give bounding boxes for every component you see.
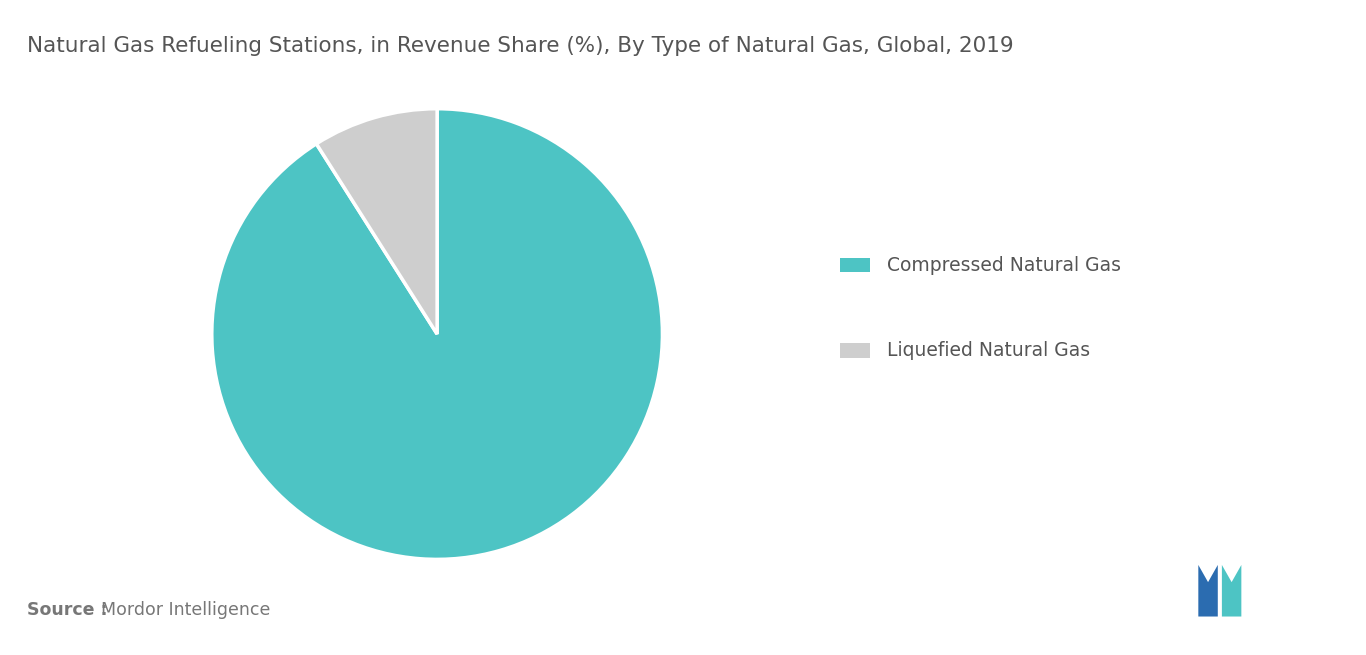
Text: Mordor Intelligence: Mordor Intelligence bbox=[101, 601, 270, 619]
Text: Compressed Natural Gas: Compressed Natural Gas bbox=[887, 255, 1120, 275]
Text: Source :: Source : bbox=[27, 601, 108, 619]
Polygon shape bbox=[1198, 565, 1218, 616]
Text: Liquefied Natural Gas: Liquefied Natural Gas bbox=[887, 341, 1090, 360]
Text: Natural Gas Refueling Stations, in Revenue Share (%), By Type of Natural Gas, Gl: Natural Gas Refueling Stations, in Reven… bbox=[27, 36, 1014, 56]
Polygon shape bbox=[1221, 565, 1242, 616]
Wedge shape bbox=[317, 109, 437, 334]
Wedge shape bbox=[212, 109, 663, 559]
